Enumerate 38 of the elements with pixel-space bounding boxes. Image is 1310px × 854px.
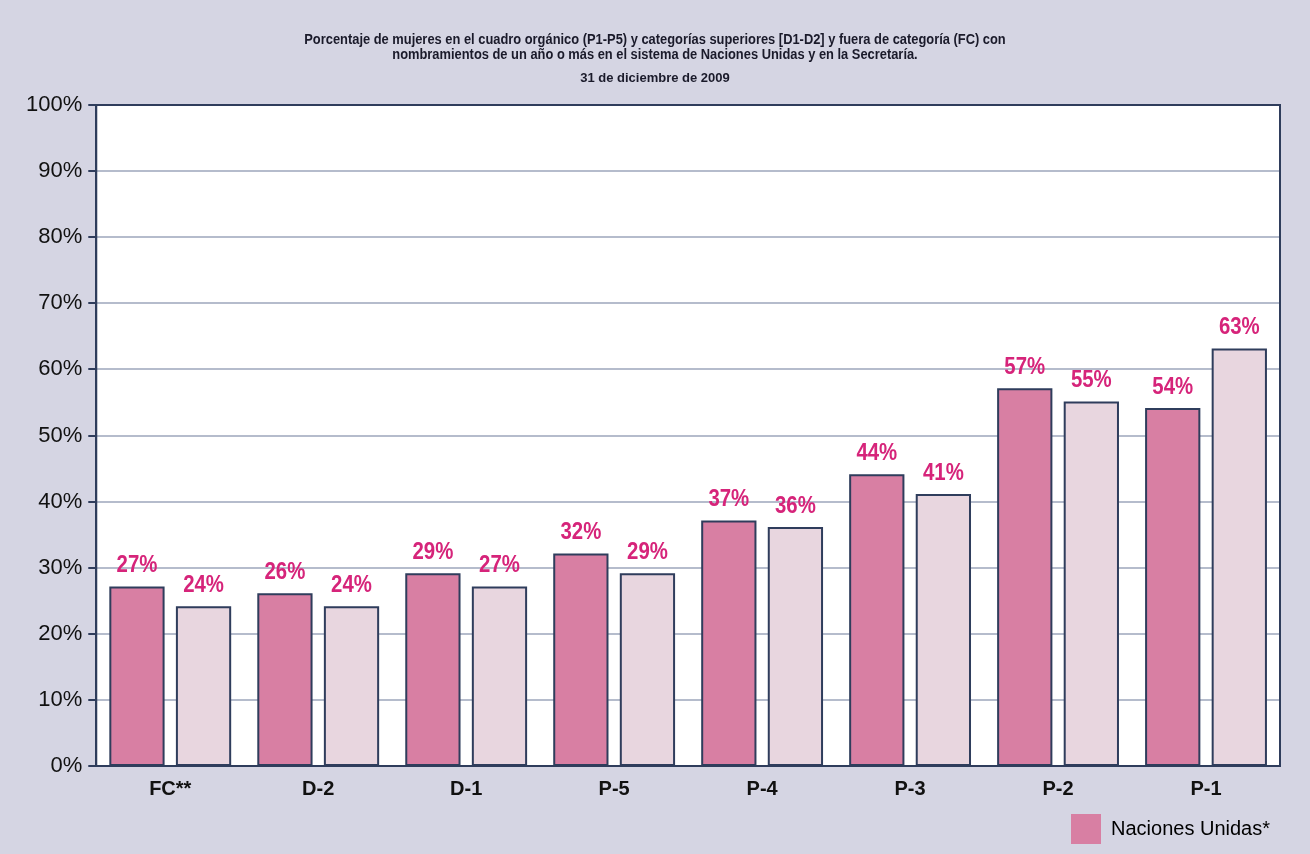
y-tick-label: 70%: [38, 289, 83, 315]
legend-label: Naciones Unidas*: [1111, 816, 1271, 839]
x-tick-label: P-3: [894, 776, 926, 799]
data-label: 37%: [708, 484, 750, 512]
data-label: 41%: [922, 458, 964, 485]
y-tick-label: 30%: [38, 553, 83, 579]
data-label: 55%: [1070, 365, 1112, 393]
data-label: 54%: [1152, 372, 1194, 400]
data-label: 26%: [264, 557, 306, 585]
x-tick-label: D-1: [450, 776, 483, 799]
y-tick-label: 10%: [38, 685, 83, 711]
data-label: 32%: [560, 517, 602, 545]
x-tick-label: P-2: [1042, 776, 1074, 799]
data-label: 36%: [774, 491, 816, 519]
y-tick-label: 0%: [50, 752, 83, 778]
data-label: 24%: [331, 570, 373, 598]
x-tick-label: D-2: [302, 776, 335, 799]
data-label: 29%: [412, 537, 454, 565]
y-tick-label: 90%: [38, 157, 83, 183]
y-tick-label: 40%: [38, 487, 83, 513]
y-tick-label: 100%: [25, 91, 83, 117]
y-tick-label: 20%: [38, 619, 83, 645]
data-label: 29%: [627, 537, 669, 565]
x-tick-label: P-4: [746, 776, 779, 799]
data-label: 44%: [856, 438, 898, 466]
chart-subtitle: 31 de diciembre de 2009: [579, 70, 731, 85]
y-tick-label: 80%: [38, 223, 83, 249]
data-label: 27%: [116, 550, 158, 578]
y-tick-label: 60%: [38, 355, 83, 381]
data-label: 24%: [183, 570, 225, 598]
x-tick-label: P-1: [1190, 776, 1222, 799]
data-label: 57%: [1004, 352, 1046, 380]
data-label: 27%: [479, 550, 521, 578]
x-tick-label: P-5: [598, 776, 630, 799]
data-label: 63%: [1218, 312, 1260, 340]
x-tick-label: FC**: [149, 776, 192, 799]
chart-title: Porcentaje de mujeres en el cuadro orgánico (P1-P5) y categorías superiores [D1-D2] y fuera de categoría (FC) con nombramientos de un año o más en el sistema de Naciones Unidas y en la Secretaría.: [303, 31, 1007, 62]
y-tick-label: 50%: [38, 421, 83, 447]
